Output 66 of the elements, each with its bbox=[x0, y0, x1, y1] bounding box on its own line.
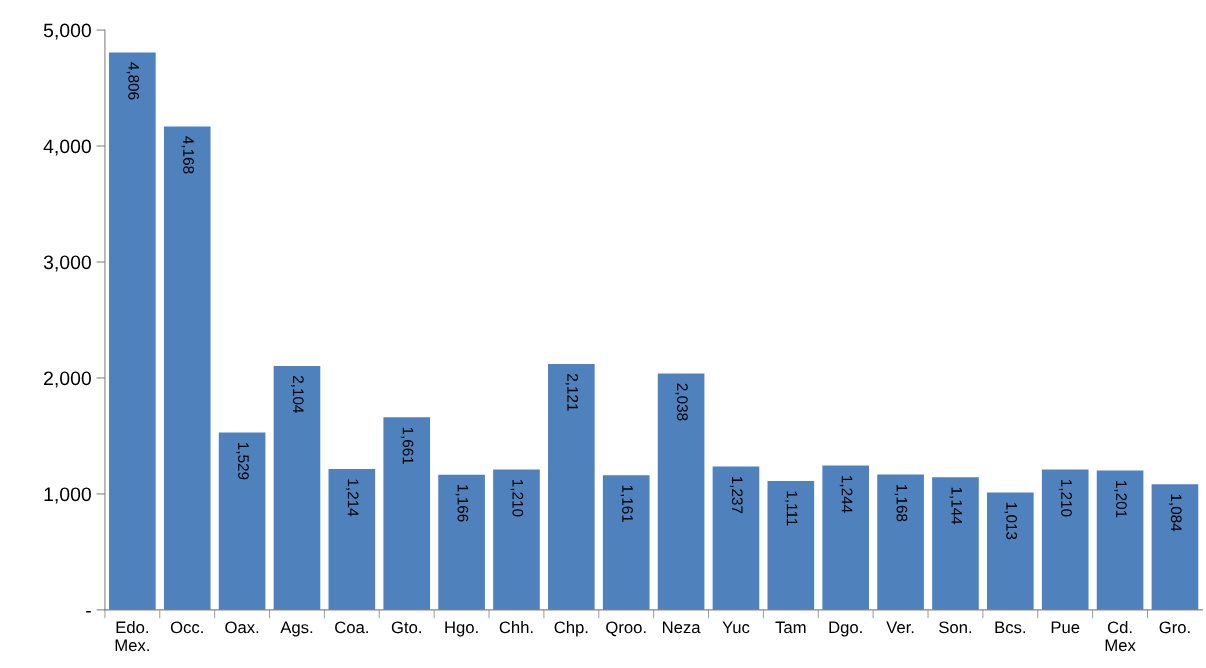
y-tick-label: 4,000 bbox=[43, 139, 91, 156]
x-tick-label: Oax. bbox=[225, 621, 259, 634]
x-tick-label: Ags. bbox=[280, 621, 313, 637]
bar bbox=[932, 477, 979, 610]
data-label: 1,201 bbox=[1114, 481, 1127, 518]
x-tick-label: Qroo. bbox=[606, 621, 646, 637]
bar bbox=[163, 126, 211, 610]
x-tick-label: Occ. bbox=[170, 621, 203, 634]
x-tick-label: Chh. bbox=[499, 621, 533, 634]
bar bbox=[493, 469, 540, 610]
data-label: 1,210 bbox=[510, 480, 524, 517]
data-label: 1,210 bbox=[1059, 480, 1072, 517]
data-label: 1,661 bbox=[400, 427, 414, 465]
bar bbox=[1151, 484, 1199, 610]
data-label: 1,161 bbox=[620, 485, 633, 523]
x-tick-label: Pue bbox=[1051, 621, 1080, 634]
bar bbox=[602, 475, 650, 610]
y-tick-label: 3,000 bbox=[43, 255, 91, 272]
x-tick-label: Dgo. bbox=[829, 621, 862, 637]
bar bbox=[1041, 469, 1089, 610]
bar bbox=[438, 474, 485, 610]
data-label: 1,214 bbox=[345, 479, 359, 517]
y-tick-label: 5,000 bbox=[43, 23, 91, 40]
bar bbox=[877, 474, 924, 610]
bar bbox=[273, 365, 321, 610]
y-tick-label: - bbox=[86, 611, 91, 613]
x-tick-label: Neza bbox=[663, 621, 701, 634]
bar bbox=[712, 466, 760, 610]
y-tick-label: 1,000 bbox=[44, 487, 91, 504]
x-tick-label: Gro. bbox=[1159, 621, 1190, 634]
data-label: 2,104 bbox=[291, 375, 304, 413]
x-tick-label: Edo. Mex. bbox=[115, 621, 149, 652]
bar bbox=[109, 52, 156, 610]
bar bbox=[1096, 470, 1144, 610]
data-label: 1,244 bbox=[839, 476, 853, 513]
data-label: 4,168 bbox=[181, 136, 194, 174]
y-tick-label: 2,000 bbox=[44, 371, 91, 388]
data-label: 1,168 bbox=[894, 484, 908, 522]
data-label: 1,529 bbox=[236, 443, 249, 480]
bar bbox=[383, 417, 431, 610]
data-label: 1,144 bbox=[949, 487, 963, 525]
data-label: 4,806 bbox=[126, 62, 140, 100]
data-label: 1,237 bbox=[730, 476, 743, 514]
x-tick-label: Tam bbox=[775, 621, 806, 634]
x-tick-label: Son. bbox=[939, 621, 972, 634]
x-tick-label: Yuc bbox=[722, 621, 750, 634]
data-label: 2,038 bbox=[675, 383, 688, 421]
data-label: 1,084 bbox=[1169, 494, 1182, 532]
bar bbox=[767, 481, 815, 610]
bar bbox=[328, 469, 376, 610]
data-label: 1,166 bbox=[455, 485, 469, 522]
bar bbox=[218, 432, 266, 610]
data-label: 1,013 bbox=[1004, 502, 1018, 540]
x-tick-label: Coa. bbox=[335, 621, 368, 634]
data-label: 1,111 bbox=[784, 491, 798, 526]
x-tick-label: Ver. bbox=[886, 621, 914, 634]
bar bbox=[822, 465, 870, 610]
x-tick-label: Bcs. bbox=[995, 621, 1026, 634]
bar bbox=[657, 373, 705, 610]
x-tick-label: Cd. Mex bbox=[1105, 621, 1136, 652]
x-tick-label: Gto. bbox=[391, 621, 421, 634]
data-label: 2,121 bbox=[565, 373, 579, 411]
bar bbox=[987, 492, 1034, 610]
x-tick-label: Chp. bbox=[554, 621, 588, 637]
x-tick-label: Hgo. bbox=[445, 621, 478, 637]
bar bbox=[548, 363, 595, 610]
